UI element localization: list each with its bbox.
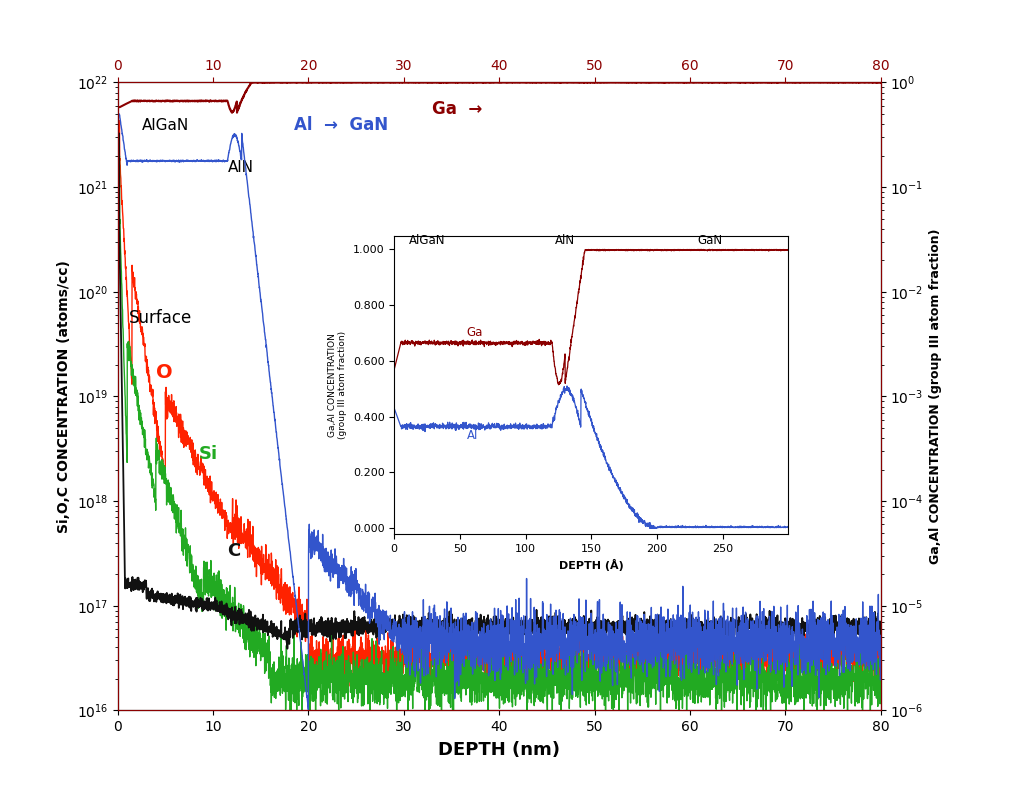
- Y-axis label: Ga,Al CONCENTRATION (group III atom fraction): Ga,Al CONCENTRATION (group III atom frac…: [930, 228, 942, 564]
- Text: Surface: Surface: [129, 309, 193, 327]
- Y-axis label: Si,O,C CONCENTRATION (atoms/cc): Si,O,C CONCENTRATION (atoms/cc): [57, 260, 71, 533]
- Text: GaN: GaN: [697, 234, 722, 246]
- Text: Al  →  GaN: Al → GaN: [294, 116, 388, 134]
- Text: Al: Al: [467, 429, 478, 442]
- Text: O: O: [156, 363, 172, 382]
- Text: AlGaN: AlGaN: [409, 234, 445, 246]
- Text: AlGaN: AlGaN: [141, 119, 188, 133]
- Text: AlN: AlN: [555, 234, 575, 246]
- Text: Ga: Ga: [467, 326, 483, 339]
- Text: Ga  →: Ga →: [432, 100, 482, 118]
- Y-axis label: Ga,Al CONCENTRATION
(group III atom fraction): Ga,Al CONCENTRATION (group III atom frac…: [328, 330, 347, 439]
- X-axis label: DEPTH (nm): DEPTH (nm): [438, 741, 560, 759]
- Text: Si: Si: [199, 445, 218, 463]
- Text: AlN: AlN: [227, 160, 253, 175]
- Text: C: C: [227, 542, 241, 560]
- X-axis label: DEPTH (Å): DEPTH (Å): [559, 559, 624, 571]
